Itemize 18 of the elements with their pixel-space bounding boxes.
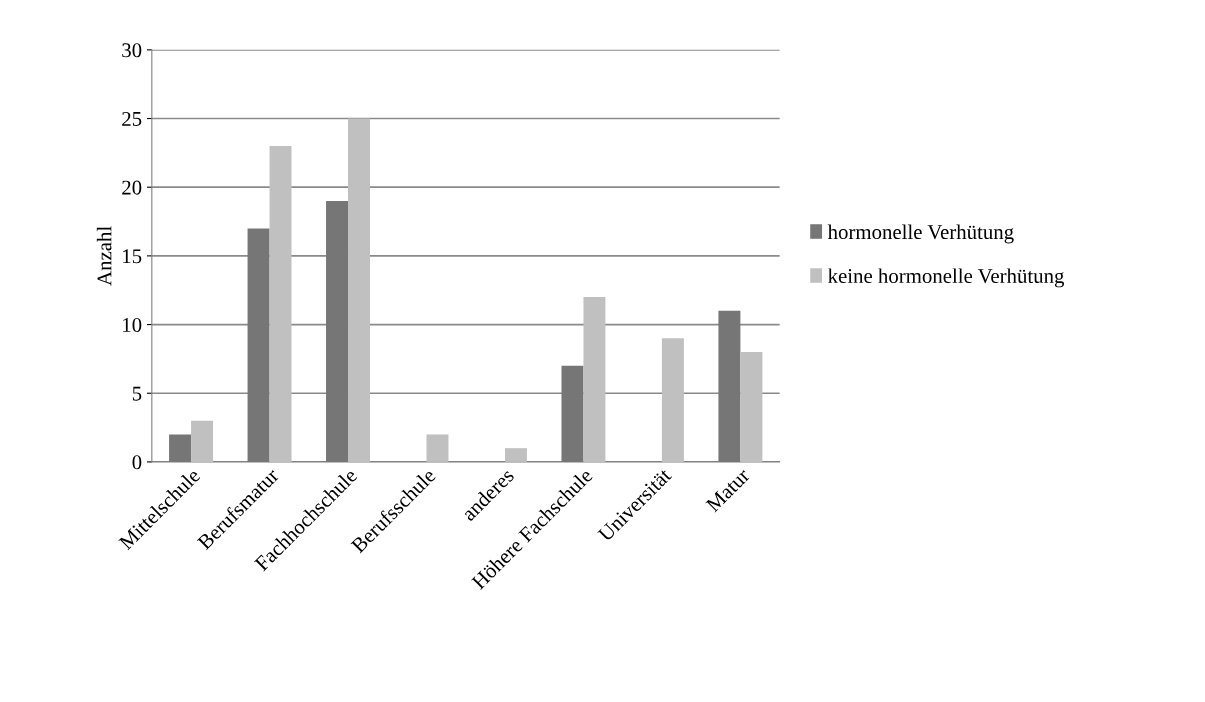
legend-label: hormonelle Verhütung [827,224,1014,244]
y-tick-label: 20 [122,180,142,195]
y-tick-label: 15 [123,249,142,264]
bar [583,297,606,462]
y-tick-label: 25 [122,111,142,126]
bar [348,118,370,462]
y-tick-label: 10 [123,317,142,332]
y-tick-label: 5 [132,386,142,401]
bar [269,145,292,462]
legend-label: keine hormonelle Verhütung [828,268,1065,288]
y-tick-label: 30 [122,43,142,58]
bar [504,448,527,462]
y-axis-title: Anzahl [96,226,112,286]
bar [191,420,214,462]
bar [426,434,449,462]
bar [740,352,763,462]
y-tick-label: 0 [132,455,142,470]
bar [661,338,684,462]
